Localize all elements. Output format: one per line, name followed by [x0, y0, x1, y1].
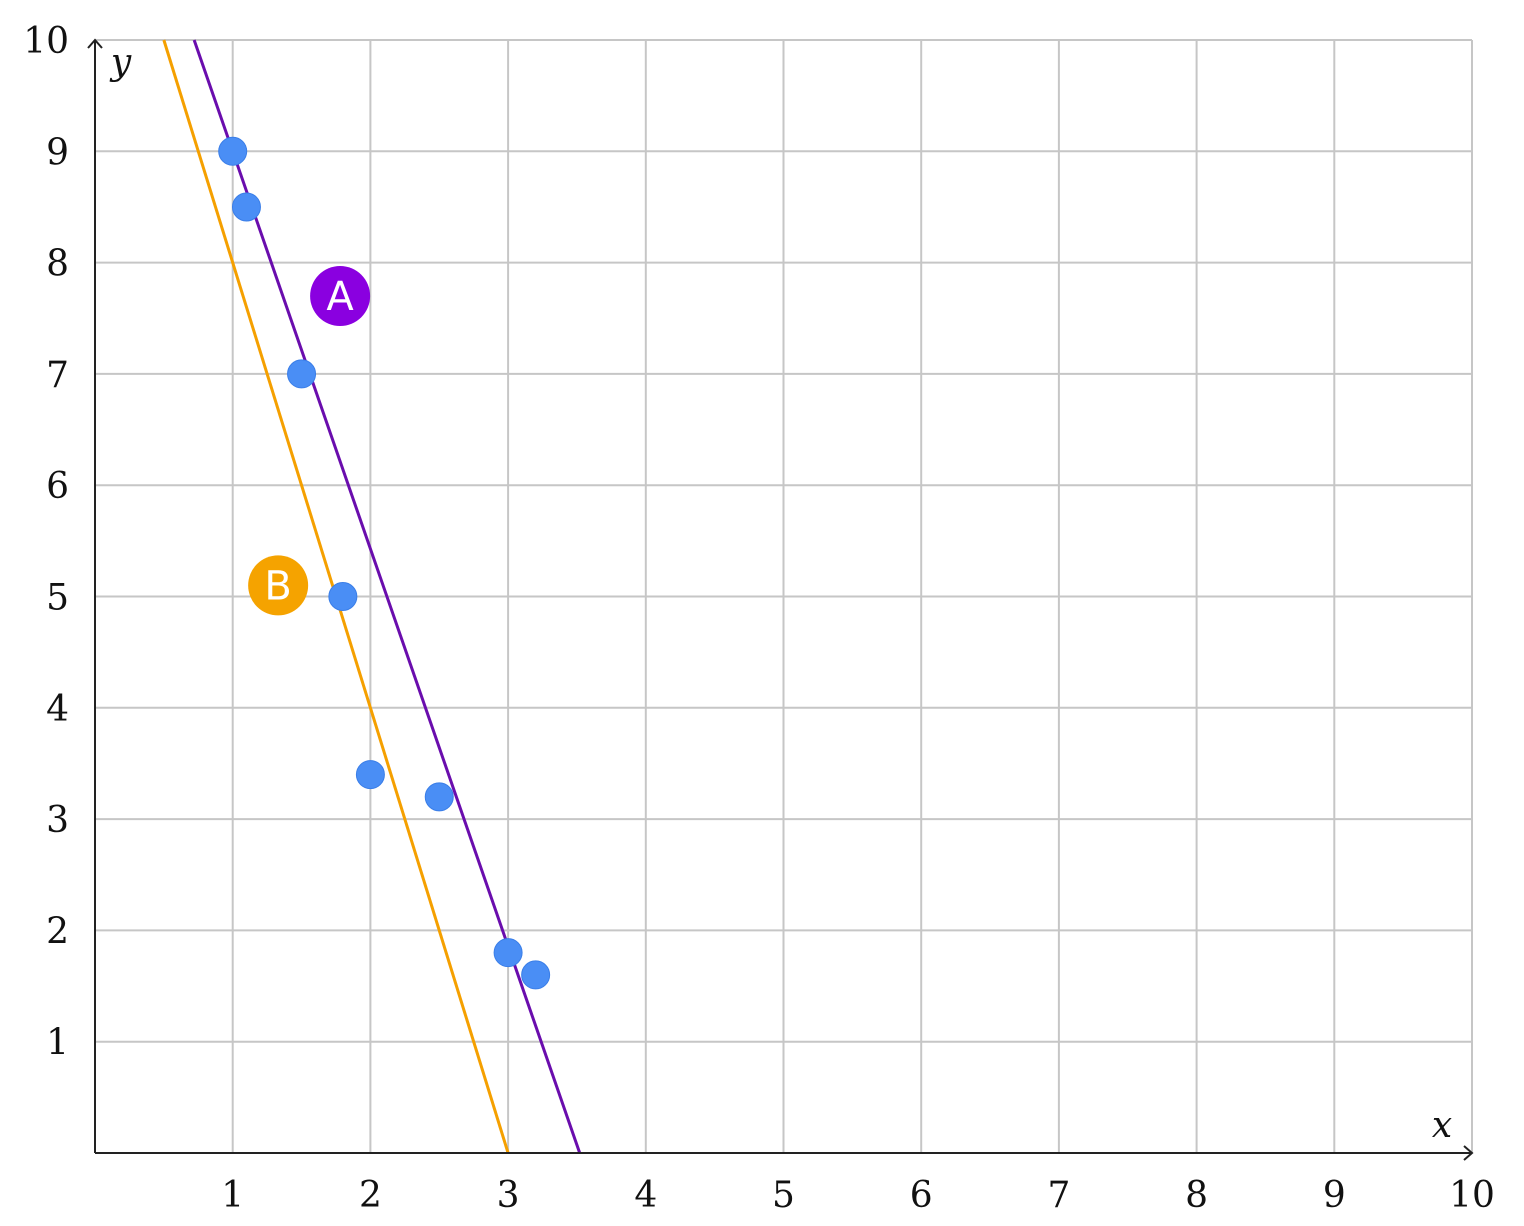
x-axis-title: x: [1432, 1105, 1452, 1146]
y-tick-label-4: 4: [46, 689, 69, 730]
data-point-2[interactable]: [231, 192, 261, 222]
x-tick-label-6: 6: [910, 1175, 933, 1216]
x-tick-label-10: 10: [1449, 1175, 1495, 1216]
data-point-7[interactable]: [493, 938, 523, 968]
x-tick-label-9: 9: [1323, 1175, 1346, 1216]
data-point-5[interactable]: [355, 760, 385, 790]
x-tick-label-7: 7: [1047, 1175, 1070, 1216]
data-point-3[interactable]: [287, 359, 317, 389]
data-point-1[interactable]: [218, 136, 248, 166]
x-axis-arrow-icon: [1463, 1145, 1474, 1161]
y-tick-label-3: 3: [46, 800, 69, 841]
y-tick-label-2: 2: [46, 911, 69, 952]
x-tick-label-5: 5: [772, 1175, 795, 1216]
y-axis-arrow-icon: [87, 38, 103, 49]
data-point-6[interactable]: [424, 782, 454, 812]
y-tick-label-8: 8: [46, 244, 69, 285]
line-label-a: A: [310, 265, 371, 326]
y-tick-label-5: 5: [46, 578, 69, 619]
data-point-4[interactable]: [328, 582, 358, 611]
line-a: [192, 39, 582, 1154]
line-label-text-a: A: [326, 274, 354, 320]
x-tick-label-8: 8: [1185, 1175, 1208, 1216]
y-axis-title: y: [109, 42, 132, 83]
y-tick-label-7: 7: [46, 355, 69, 396]
x-tick-label-3: 3: [497, 1175, 520, 1216]
line-label-badge-b: [248, 555, 309, 616]
line-label-b: B: [248, 555, 309, 616]
grid: [95, 39, 1473, 1153]
x-tick-label-4: 4: [634, 1175, 657, 1216]
y-tick-label-6: 6: [46, 466, 69, 507]
y-tick-label-1: 1: [46, 1023, 69, 1064]
x-tick-label-2: 2: [359, 1175, 382, 1216]
y-tick-label-9: 9: [46, 132, 69, 173]
y-tick-label-10: 10: [23, 21, 69, 62]
data-points: [218, 136, 551, 990]
tick-labels: x y 1 2 3 4 5 6 7 8 9 10 1 2 3 4 5 6 7 8 9 10: [23, 21, 1495, 1216]
line-label-text-b: B: [264, 563, 291, 609]
data-point-8[interactable]: [521, 960, 551, 990]
x-tick-label-1: 1: [221, 1175, 244, 1216]
line-label-badge-a: [310, 265, 371, 326]
line-labels: AB: [248, 265, 371, 616]
axes: [87, 38, 1474, 1161]
